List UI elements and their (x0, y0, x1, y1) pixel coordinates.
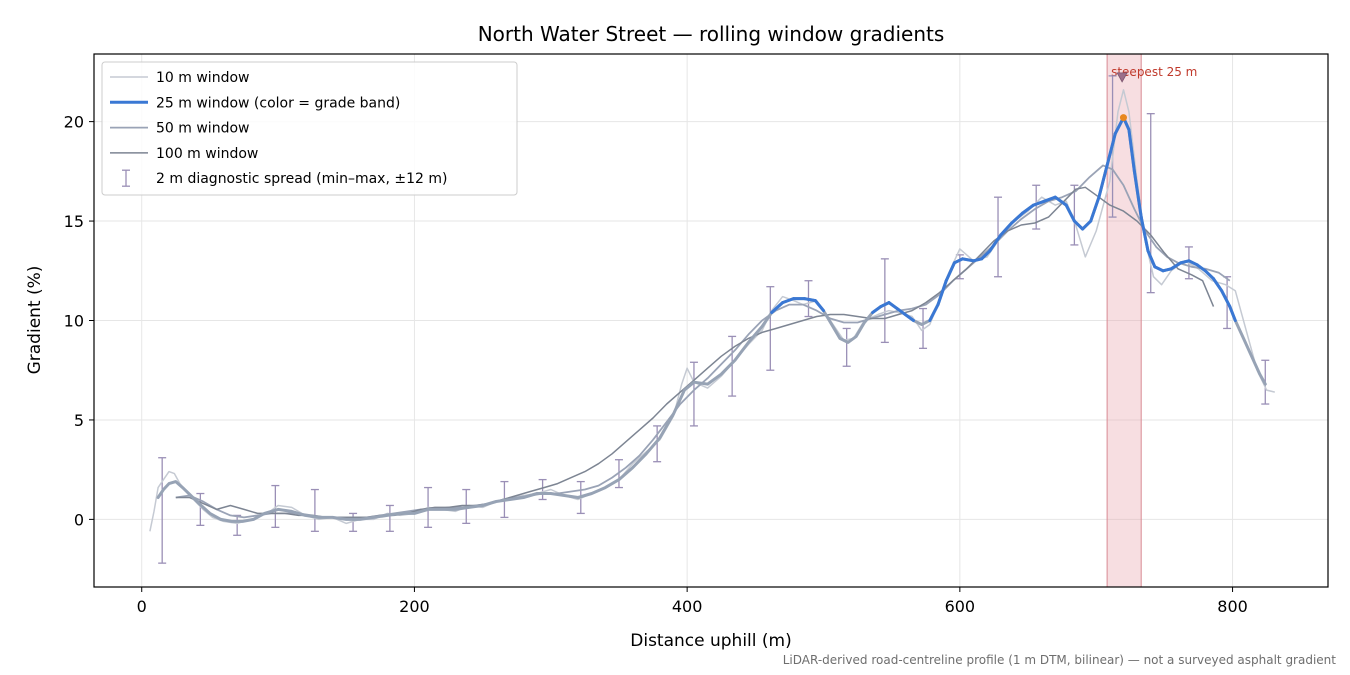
legend-label: 10 m window (156, 70, 249, 86)
chart-title: North Water Street — rolling window grad… (478, 22, 945, 46)
peak-point (1119, 114, 1127, 122)
error-bar (880, 258, 889, 344)
series-25m-high-band-segment (1169, 261, 1183, 271)
series-25m-high-band-segment (1220, 289, 1232, 309)
legend-entry: 50 m window (110, 121, 249, 137)
y-tick-label: 10 (64, 312, 84, 331)
legend-entry: 10 m window (110, 70, 249, 86)
error-bar (196, 492, 205, 526)
error-bar (158, 457, 167, 564)
series-25m-high-band-segment (1195, 263, 1207, 273)
legend-entry: 100 m window (110, 146, 258, 162)
series-25m-high-band-segment (813, 299, 825, 313)
legend-label: 50 m window (156, 121, 249, 137)
x-tick-label: 400 (672, 597, 703, 616)
error-bar (653, 425, 662, 463)
x-tick-label: 0 (137, 597, 147, 616)
series-25m-high-band-segment (999, 221, 1014, 237)
series-25m-high-band-segment (980, 249, 992, 261)
series-25m-high-band-segment (1010, 211, 1025, 225)
series-25m-high-band-segment (1146, 249, 1157, 269)
error-bar (233, 514, 242, 536)
error-bar (728, 335, 737, 397)
series-25m-high-band-segment (781, 297, 795, 305)
series-25m-high-band-segment (1203, 269, 1215, 281)
series-25m-high-band-segment (770, 301, 785, 315)
x-tick-label: 800 (1217, 597, 1248, 616)
axis-ticks: 0 200 400 600 800 0 5 10 15 20 (64, 113, 1248, 616)
markers (1116, 72, 1128, 122)
series-25m-high-band-segment (1097, 163, 1109, 199)
series-25m-high-band-segment (1089, 195, 1101, 223)
series-25m-high-band-segment (944, 261, 956, 283)
error-bars (158, 75, 1270, 564)
series-25m-high-band-segment (1139, 215, 1150, 253)
series-25m-high-band-segment (887, 301, 899, 311)
series-25m-high-band-segment (1053, 195, 1068, 207)
series-25m-high-band-segment (1187, 259, 1199, 267)
series-25m-high-band-segment (988, 233, 1003, 253)
legend-label: 100 m window (156, 146, 258, 162)
series-25m-high-band-segment (952, 257, 965, 265)
series-25m-high-band-segment (1228, 305, 1237, 322)
series-line-3 (175, 186, 1215, 519)
series-25m-high-band-segment (1153, 265, 1165, 273)
series-25m-high-band-segment (1211, 277, 1224, 293)
series-25m-high-band-segment (961, 257, 975, 263)
series-25m-high-band-segment (903, 313, 915, 322)
series-25m-high-band-segment (871, 305, 883, 315)
series-25m-high-band-segment (1072, 219, 1085, 231)
error-bar (349, 512, 358, 532)
series-25m-high-band-segment (928, 303, 940, 322)
error-bar (538, 478, 547, 501)
error-bar (385, 504, 394, 532)
series-25m-high-band-segment (1105, 132, 1117, 167)
error-bar (310, 488, 319, 532)
steepest-label: steepest 25 m (1111, 65, 1197, 79)
error-bar (919, 307, 928, 349)
error-bar (842, 327, 851, 367)
legend: 10 m window 25 m window (color = grade ba… (101, 61, 518, 196)
legend-entry: 25 m window (color = grade band) (110, 95, 400, 111)
series-25m-high-band-segment (1021, 203, 1035, 215)
x-tick-label: 200 (399, 597, 430, 616)
series-25m-high-band-segment (1042, 195, 1057, 203)
y-tick-label: 15 (64, 212, 84, 231)
legend-entry: 2 m diagnostic spread (min–max, ±12 m) (122, 169, 447, 187)
steepest-marker (1116, 72, 1128, 83)
y-tick-label: 20 (64, 113, 84, 132)
series-lines (149, 89, 1275, 532)
error-bar (766, 286, 775, 371)
legend-label: 2 m diagnostic spread (min–max, ±12 m) (156, 171, 447, 187)
series-25m-high-band-segment (1081, 219, 1093, 231)
series-25m-high-band-segment (1031, 199, 1046, 207)
series-25m-high-band-segment (802, 297, 817, 303)
x-tick-label: 600 (945, 597, 976, 616)
series-25m-high-band-segment (1127, 128, 1136, 173)
y-tick-label: 5 (74, 411, 84, 430)
error-bar (689, 361, 698, 427)
series-25m-high-band-segment (1132, 169, 1143, 219)
series-25m-high-band-segment (895, 307, 907, 317)
x-axis-label: Distance uphill (m) (630, 631, 791, 651)
series-25m-high-band-segment (1064, 203, 1076, 223)
series-25m-high-band-segment (879, 301, 891, 309)
footnote: LiDAR-derived road-centreline profile (1… (783, 653, 1337, 667)
legend-box (101, 61, 518, 196)
y-tick-label: 0 (74, 510, 84, 529)
error-bar (271, 484, 280, 528)
series-25m-high-band-segment (936, 279, 948, 307)
legend-label: 25 m window (color = grade band) (156, 95, 400, 111)
error-bar (1070, 184, 1079, 246)
y-axis-label: Gradient (%) (25, 266, 45, 375)
